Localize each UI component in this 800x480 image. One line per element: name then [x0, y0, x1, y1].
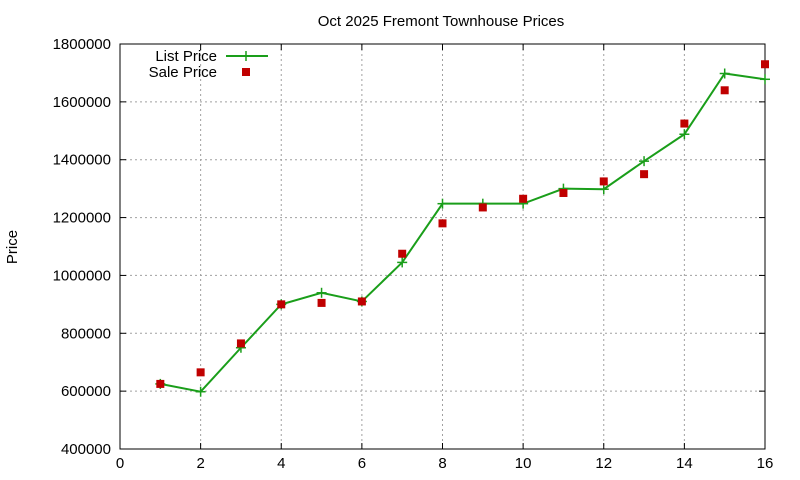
x-tick-label: 4 — [277, 455, 285, 472]
legend-sale-price-sample — [242, 68, 250, 76]
sale-price-point — [156, 379, 165, 388]
x-tick-label: 8 — [438, 455, 446, 472]
sale-price-point — [761, 60, 769, 69]
sale-price-point — [599, 177, 608, 186]
sale-price-point — [559, 188, 568, 197]
sale-price-point — [277, 300, 286, 309]
y-tick-label: 800000 — [61, 325, 111, 342]
y-axis-label: Price — [4, 230, 21, 264]
sale-price-point — [519, 194, 528, 203]
y-tick-label: 1000000 — [53, 267, 111, 284]
y-tick-label: 1600000 — [53, 94, 111, 111]
x-tick-label: 12 — [595, 455, 612, 472]
legend-label-sale-price: Sale Price — [149, 64, 217, 81]
y-tick-label: 1400000 — [53, 152, 111, 169]
list-price-point — [397, 257, 408, 268]
x-tick-label: 10 — [515, 455, 532, 472]
x-tick-label: 14 — [676, 455, 693, 472]
legend-list-price-sample — [226, 51, 268, 61]
y-tick-label: 600000 — [61, 383, 111, 400]
list-price-point — [316, 287, 327, 298]
plot-frame — [119, 43, 766, 450]
grid — [120, 44, 765, 449]
x-tick-label: 16 — [757, 455, 774, 472]
series-group — [155, 60, 770, 397]
sale-price-point — [680, 119, 689, 128]
sale-price-point — [478, 203, 487, 212]
y-tick-label: 1800000 — [53, 36, 111, 53]
sale-price-point — [357, 297, 366, 306]
x-tick-label: 2 — [196, 455, 204, 472]
list-price-point — [598, 184, 609, 195]
legend-sale-price-marker — [242, 68, 250, 76]
list-price-point — [639, 156, 650, 167]
list-price-point — [679, 129, 690, 140]
list-price-point — [195, 386, 206, 397]
sale-price-point — [196, 368, 205, 377]
x-tick-label: 6 — [358, 455, 366, 472]
list-price-point — [437, 198, 448, 209]
chart-title: Oct 2025 Fremont Townhouse Prices — [318, 13, 565, 30]
x-tick-label: 0 — [116, 455, 124, 472]
sale-price-point — [438, 219, 447, 228]
list-price-line — [160, 72, 766, 393]
y-tick-label: 400000 — [61, 441, 111, 458]
sale-price-point — [317, 298, 326, 307]
legend-list-price-marker — [241, 51, 251, 61]
sale-price-point — [720, 86, 729, 95]
sale-price-point — [398, 249, 407, 258]
legend: List Price Sale Price — [149, 48, 268, 81]
legend-label-list-price: List Price — [155, 48, 217, 65]
sale-price-point — [236, 339, 245, 348]
list-price-point — [760, 74, 770, 85]
sale-price-point — [640, 170, 649, 179]
y-tick-label: 1200000 — [53, 210, 111, 227]
list-price-point — [719, 68, 730, 79]
